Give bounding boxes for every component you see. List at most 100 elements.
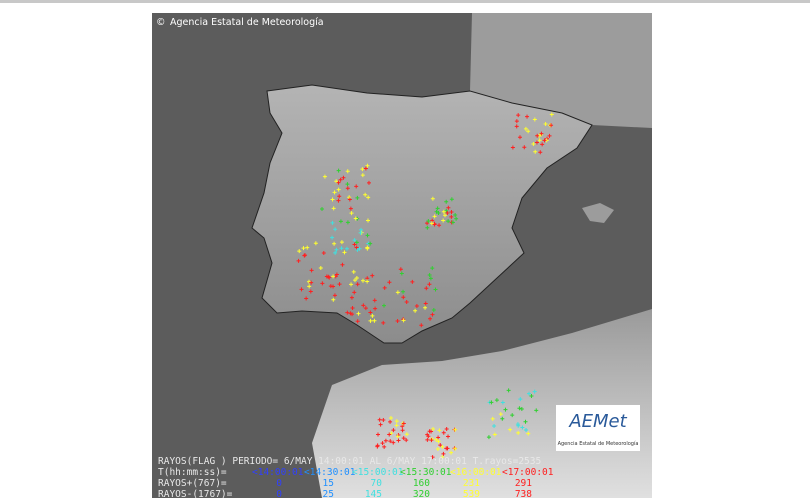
strike [349,282,354,287]
strike [508,427,513,432]
strike [341,175,346,180]
strike [381,418,386,423]
strike [352,278,357,283]
strike [519,407,524,412]
strike [510,413,515,418]
strike [345,220,350,225]
strike [490,416,495,421]
strike [377,417,382,422]
strike [363,306,368,311]
count: 160 [413,478,430,489]
strike [388,416,393,421]
logo-name: AEMet [568,411,627,432]
strike [520,425,525,430]
strike [441,209,446,214]
strike [535,133,540,138]
strike [425,432,430,437]
strike [353,216,358,221]
strike [516,113,521,118]
strike [361,303,366,308]
strike [441,430,446,435]
strike [517,135,522,140]
strike [432,214,437,219]
strike [413,308,418,313]
strike [537,138,542,143]
strike [331,297,336,302]
strike [354,240,359,245]
strike [425,225,430,230]
strike [375,444,380,449]
strike [404,432,409,437]
time-label: T(hh:mm:ss)= [158,467,227,478]
strike [531,142,536,147]
strike [331,274,336,279]
count: 231 [463,478,480,489]
strike [380,441,385,446]
strike [355,247,360,252]
strike [534,140,539,145]
strike [427,282,432,287]
positive-label: RAYOS+(767)= [158,478,227,489]
strike [365,245,370,250]
strike [345,169,350,174]
strike [395,290,400,295]
count: 539 [463,489,480,498]
strike [438,443,443,448]
strike [517,406,522,411]
strike [320,207,325,212]
strike [372,318,377,323]
strike [336,180,341,185]
strike [342,250,347,255]
strike [533,149,538,154]
strike [332,241,337,246]
count: 320 [413,489,430,498]
strike [446,434,451,439]
strike [516,430,521,435]
strike [454,216,459,221]
strike [540,142,545,147]
strike [340,262,345,267]
legend: RAYOS(FLAG ) PERIODO= 6/MAY 14:00:01 AL … [158,456,554,498]
count: 0 [276,489,282,498]
count: 70 [371,478,383,489]
strike [401,318,406,323]
strike [360,278,365,283]
strike [430,455,435,460]
strike [543,121,548,126]
strike [539,131,544,136]
strike [355,195,360,200]
strike [503,407,508,412]
strike [331,206,336,211]
strike [391,440,396,445]
strike [394,423,399,428]
strike [437,223,442,228]
strike [309,268,314,273]
strike [440,444,445,449]
strike [370,313,375,318]
strike [365,233,370,238]
strike [510,145,515,150]
strike [506,388,511,393]
strike [423,301,428,306]
strike [299,287,304,292]
strike [333,227,338,232]
iberia [251,84,593,344]
strike [366,218,371,223]
strike [357,246,362,251]
strike [334,272,339,277]
strike [355,282,360,287]
strike [368,241,373,246]
strike [296,258,301,263]
strike [401,295,406,300]
strike [514,124,519,129]
strike [366,195,371,200]
strike [360,173,365,178]
count: 15 [323,478,334,489]
time-bin: <15:00:01 [352,467,404,478]
strike [302,253,307,258]
strike [359,227,364,232]
strike [430,266,435,271]
strike [446,219,451,224]
strike [441,218,446,223]
strike [345,310,350,315]
